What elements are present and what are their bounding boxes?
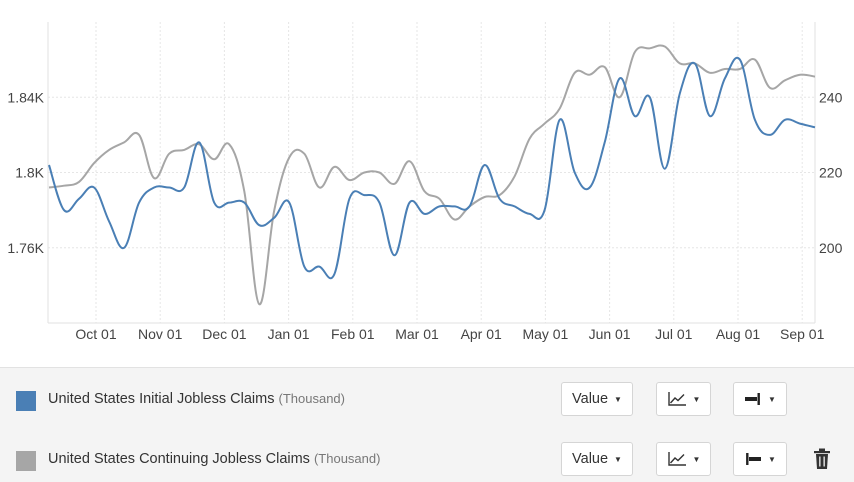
x-axis-tick-label: Sep 01 — [780, 326, 825, 342]
series-color-swatch[interactable] — [16, 451, 36, 471]
value-dropdown[interactable]: Value ▼ — [561, 382, 633, 416]
series-line-initial-claims[interactable] — [48, 56, 816, 280]
chart-type-dropdown[interactable]: ▼ — [656, 382, 711, 416]
chart-type-dropdown[interactable]: ▼ — [656, 442, 711, 476]
left-axis-tick-label: 1.8K — [15, 165, 44, 181]
left-axis-tick-label: 1.76K — [7, 240, 44, 256]
x-axis-tick-label: Jan 01 — [268, 326, 310, 342]
x-axis-tick-label: Apr 01 — [461, 326, 502, 342]
value-dropdown-label: Value — [572, 391, 609, 407]
right-axis-tick-label: 200 — [819, 240, 843, 256]
trash-icon[interactable] — [812, 448, 832, 470]
x-axis-tick-label: Aug 01 — [716, 326, 761, 342]
series-unit: (Thousand) — [278, 391, 345, 406]
caret-down-icon: ▼ — [768, 454, 776, 464]
value-dropdown[interactable]: Value ▼ — [561, 442, 633, 476]
x-axis-tick-label: Nov 01 — [138, 326, 183, 342]
series-name: United States Initial Jobless Claims — [48, 391, 275, 407]
caret-down-icon: ▼ — [614, 454, 622, 464]
left-axis-ticks: 1.76K 1.8K 1.84K — [7, 89, 44, 256]
value-dropdown-label: Value — [572, 451, 609, 467]
series-label: United States Continuing Jobless Claims … — [48, 451, 380, 467]
legend-row-continuing-claims: United States Continuing Jobless Claims … — [0, 440, 854, 480]
series-name: United States Continuing Jobless Claims — [48, 451, 310, 467]
line-chart-icon — [667, 392, 686, 406]
caret-down-icon: ▼ — [692, 394, 701, 404]
axis-left-icon — [746, 453, 762, 465]
series-color-swatch[interactable] — [16, 391, 36, 411]
line-chart-icon — [667, 452, 686, 466]
right-axis-ticks: 200 220 240 — [819, 89, 843, 256]
x-axis-tick-label: Jul 01 — [655, 326, 693, 342]
series-layer — [48, 44, 816, 306]
x-axis-ticks: Oct 01 Nov 01 Dec 01 Jan 01 Feb 01 Mar 01 Apr … — [75, 326, 824, 342]
axis-dropdown[interactable]: ▼ — [733, 442, 787, 476]
legend-row-initial-claims: United States Initial Jobless Claims (Th… — [0, 380, 854, 420]
caret-down-icon: ▼ — [614, 394, 622, 404]
series-unit: (Thousand) — [313, 451, 381, 466]
x-axis-tick-label: Jun 01 — [589, 326, 631, 342]
axis-dropdown[interactable]: ▼ — [733, 382, 787, 416]
caret-down-icon: ▼ — [692, 454, 701, 464]
right-axis-tick-label: 220 — [819, 165, 843, 181]
x-axis-tick-label: Feb 01 — [331, 326, 375, 342]
series-line-continuing-claims[interactable] — [48, 44, 816, 306]
right-axis-tick-label: 240 — [819, 89, 843, 105]
series-label: United States Initial Jobless Claims (Th… — [48, 391, 345, 407]
x-axis-tick-label: Mar 01 — [395, 326, 439, 342]
left-axis-tick-label: 1.84K — [7, 89, 44, 105]
caret-down-icon: ▼ — [768, 394, 776, 404]
x-axis-tick-label: Dec 01 — [202, 326, 247, 342]
grid — [47, 22, 816, 324]
x-axis-tick-label: May 01 — [522, 326, 568, 342]
legend-panel: United States Initial Jobless Claims (Th… — [0, 367, 854, 482]
axis-right-icon — [745, 393, 760, 405]
chart: 1.76K 1.8K 1.84K 200 220 240 Oct 01 Nov 01 Dec… — [7, 22, 843, 342]
x-axis-tick-label: Oct 01 — [75, 326, 116, 342]
